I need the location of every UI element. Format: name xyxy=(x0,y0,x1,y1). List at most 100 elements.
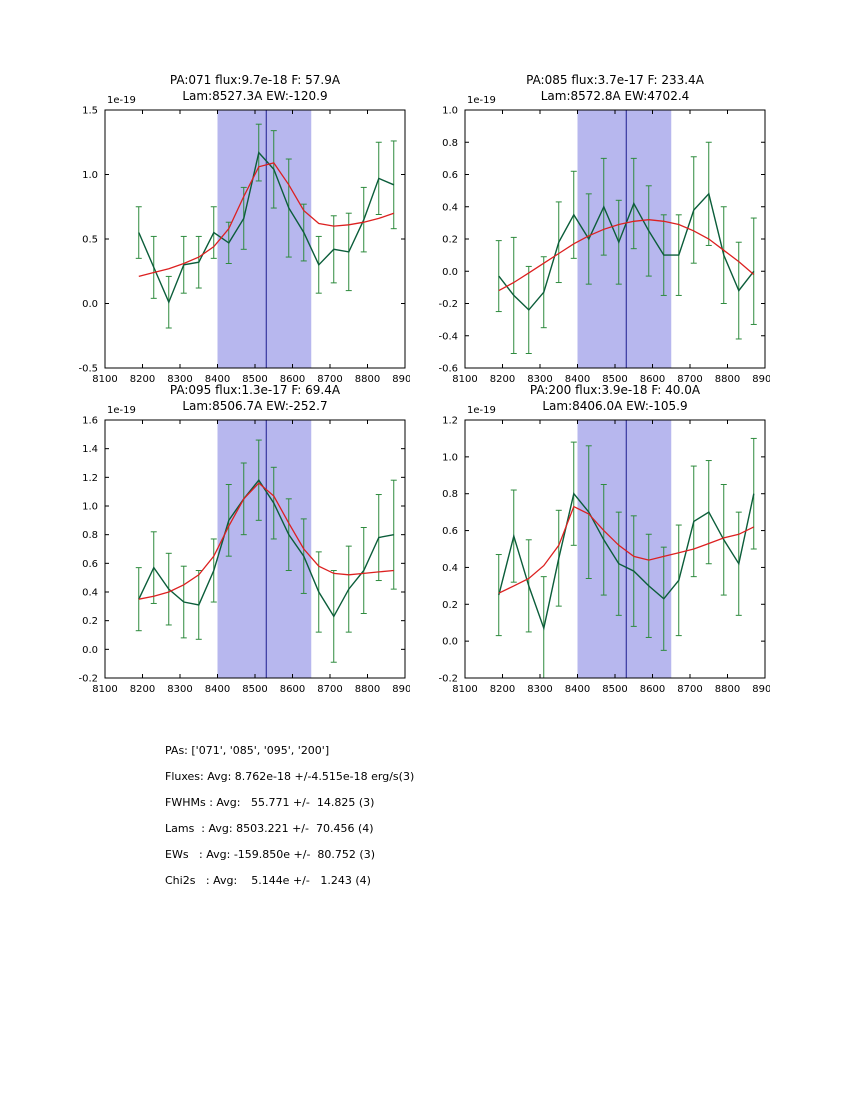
y-tick-label: -0.2 xyxy=(78,674,98,685)
x-tick-label: 8900 xyxy=(392,374,410,385)
subplot-pa-071: 8100 8200 8300 8400 8500 8600 8700 8800 8900 -0.5… xyxy=(78,73,410,385)
x-tick-label: 8600 xyxy=(280,374,305,385)
subplot-pa-095: 8100 8200 8300 8400 8500 8600 8700 8800 8900 -0.2… xyxy=(78,383,410,695)
summary-line-ews: EWs : Avg: -159.850e +/- 80.752 (3) xyxy=(165,848,375,861)
x-tick-label: 8400 xyxy=(205,684,230,695)
x-tick-label: 8900 xyxy=(752,684,770,695)
subplot-title-line2: Lam:8572.8A EW:4702.4 xyxy=(541,89,690,103)
x-tick-label: 8300 xyxy=(527,684,552,695)
x-tick-label: 8300 xyxy=(167,684,192,695)
y-tick-label: 1.2 xyxy=(442,416,458,427)
y-tick-label: 0.2 xyxy=(82,616,98,627)
spectrum-line xyxy=(498,492,755,631)
x-tick-label: 8800 xyxy=(715,684,740,695)
y-tick-label: 0.4 xyxy=(442,563,458,574)
spectrum-line xyxy=(138,151,395,305)
y-tick-label: 0.5 xyxy=(82,235,98,246)
x-tick-label: 8200 xyxy=(130,374,155,385)
x-tick-label: 8700 xyxy=(677,684,702,695)
x-tick-label: 8700 xyxy=(317,374,342,385)
x-tick-label: 8500 xyxy=(242,374,267,385)
y-tick-label: 1.6 xyxy=(82,416,98,427)
x-tick-label: 8400 xyxy=(565,374,590,385)
y-tick-label: 0.6 xyxy=(442,526,458,537)
x-tick-label: 8100 xyxy=(452,684,477,695)
summary-line-chi2s: Chi2s : Avg: 5.144e +/- 1.243 (4) xyxy=(165,874,371,887)
subplot-pa-200: 8100 8200 8300 8400 8500 8600 8700 8800 8900 -0.2… xyxy=(438,383,770,695)
y-tick-label: 1.5 xyxy=(82,106,98,117)
x-tick-label: 8700 xyxy=(317,684,342,695)
subplot-title-line2: Lam:8506.7A EW:-252.7 xyxy=(182,399,327,413)
y-tick-label: 1.2 xyxy=(82,473,98,484)
y-tick-label: 0.0 xyxy=(442,267,458,278)
y-tick-label: 0.2 xyxy=(442,600,458,611)
subplot-title-line1: PA:071 flux:9.7e-18 F: 57.9A xyxy=(170,73,341,87)
x-tick-label: 8600 xyxy=(640,684,665,695)
y-tick-label: -0.4 xyxy=(438,331,458,342)
subplot-title-line2: Lam:8527.3A EW:-120.9 xyxy=(182,89,327,103)
x-tick-label: 8800 xyxy=(355,684,380,695)
line-region-band xyxy=(217,420,312,678)
y-tick-label: 0.8 xyxy=(442,489,458,500)
x-tick-label: 8400 xyxy=(205,374,230,385)
y-tick-label: 0.8 xyxy=(442,138,458,149)
x-tick-label: 8800 xyxy=(355,374,380,385)
x-tick-label: 8100 xyxy=(452,374,477,385)
y-tick-label: 0.4 xyxy=(82,588,98,599)
summary-line-fluxes: Fluxes: Avg: 8.762e-18 +/-4.515e-18 erg/… xyxy=(165,770,415,783)
x-tick-label: 8200 xyxy=(490,374,515,385)
x-tick-label: 8300 xyxy=(527,374,552,385)
y-axis-offset-label: 1e-19 xyxy=(467,405,496,416)
x-tick-label: 8400 xyxy=(565,684,590,695)
x-tick-label: 8600 xyxy=(640,374,665,385)
subplot-title-line1: PA:085 flux:3.7e-17 F: 233.4A xyxy=(526,73,705,87)
x-tick-label: 8500 xyxy=(242,684,267,695)
subplot-title-line2: Lam:8406.0A EW:-105.9 xyxy=(542,399,687,413)
y-tick-label: 0.0 xyxy=(442,637,458,648)
x-tick-label: 8300 xyxy=(167,374,192,385)
y-tick-label: 1.0 xyxy=(442,452,458,463)
y-tick-label: -0.5 xyxy=(78,364,98,375)
x-tick-label: 8800 xyxy=(715,374,740,385)
y-tick-label: -0.6 xyxy=(438,364,458,375)
spectrum-line xyxy=(138,479,394,618)
subplot-title-line1: PA:200 flux:3.9e-18 F: 40.0A xyxy=(530,383,701,397)
y-tick-label: 1.0 xyxy=(442,106,458,117)
x-tick-label: 8700 xyxy=(677,374,702,385)
x-tick-label: 8600 xyxy=(280,684,305,695)
summary-line-pas: PAs: ['071', '085', '095', '200'] xyxy=(165,744,330,757)
x-tick-label: 8900 xyxy=(392,684,410,695)
y-tick-label: -0.2 xyxy=(438,674,458,685)
fit-line xyxy=(138,162,395,278)
line-region-band xyxy=(577,110,672,368)
fit-line xyxy=(498,219,755,292)
x-tick-label: 8500 xyxy=(602,684,627,695)
fit-line xyxy=(498,505,755,594)
y-axis-offset-label: 1e-19 xyxy=(467,95,496,106)
y-tick-label: -0.2 xyxy=(438,299,458,310)
x-tick-label: 8100 xyxy=(92,374,117,385)
y-tick-label: 0.8 xyxy=(82,530,98,541)
y-tick-label: 0.0 xyxy=(82,299,98,310)
y-axis-offset-label: 1e-19 xyxy=(107,405,136,416)
x-tick-label: 8200 xyxy=(490,684,515,695)
y-axis-offset-label: 1e-19 xyxy=(107,95,136,106)
x-tick-label: 8900 xyxy=(752,374,770,385)
summary-line-fwhms: FWHMs : Avg: 55.771 +/- 14.825 (3) xyxy=(165,796,375,809)
summary-line-lams: Lams : Avg: 8503.221 +/- 70.456 (4) xyxy=(165,822,374,835)
y-tick-label: 0.6 xyxy=(82,559,98,570)
y-tick-label: 0.4 xyxy=(442,202,458,213)
x-tick-label: 8500 xyxy=(602,374,627,385)
line-region-band xyxy=(217,110,312,368)
y-tick-label: 0.6 xyxy=(442,170,458,181)
y-tick-label: 0.0 xyxy=(82,645,98,656)
x-tick-label: 8100 xyxy=(92,684,117,695)
fit-line xyxy=(138,482,394,600)
y-tick-label: 0.2 xyxy=(442,235,458,246)
y-tick-label: 1.0 xyxy=(82,502,98,513)
x-tick-label: 8200 xyxy=(130,684,155,695)
y-tick-label: 1.4 xyxy=(82,444,98,455)
y-tick-label: 1.0 xyxy=(82,170,98,181)
subplot-title-line1: PA:095 flux:1.3e-17 F: 69.4A xyxy=(170,383,341,397)
